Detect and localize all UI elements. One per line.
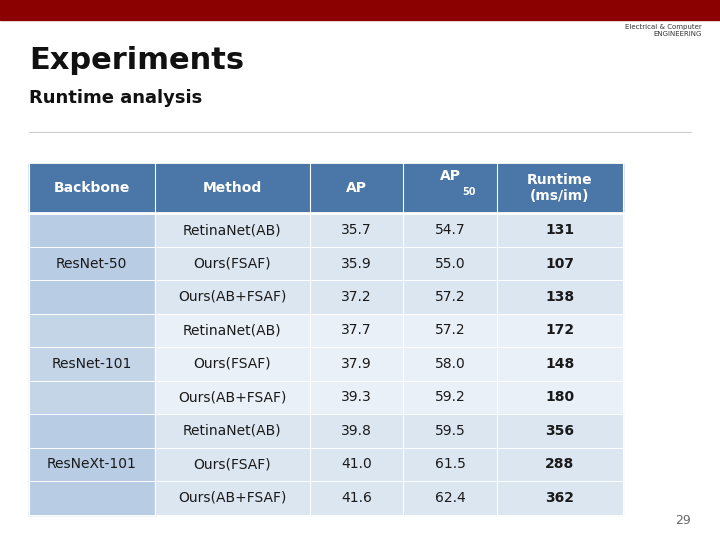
Text: RetinaNet(AB): RetinaNet(AB) (183, 223, 282, 237)
Bar (310, 347, 403, 381)
Text: 59.2: 59.2 (435, 390, 465, 404)
Text: 148: 148 (545, 357, 575, 371)
Bar (310, 448, 403, 481)
Bar (29, 414, 155, 515)
Text: RetinaNet(AB): RetinaNet(AB) (183, 424, 282, 438)
Bar (497, 414, 623, 448)
Text: ResNet-101: ResNet-101 (52, 357, 132, 371)
Text: 35.7: 35.7 (341, 223, 372, 237)
Bar (403, 414, 497, 448)
Text: 59.5: 59.5 (435, 424, 465, 438)
Text: 55.0: 55.0 (435, 256, 465, 271)
Text: 107: 107 (545, 256, 575, 271)
Bar (155, 247, 310, 280)
Bar (403, 247, 497, 280)
Bar (497, 213, 623, 247)
Text: Ours(FSAF): Ours(FSAF) (194, 256, 271, 271)
Text: ResNet-50: ResNet-50 (56, 256, 127, 271)
Text: 41.6: 41.6 (341, 491, 372, 505)
Bar (155, 280, 310, 314)
Bar (403, 162, 497, 213)
Text: Electrical & Computer
ENGINEERING: Electrical & Computer ENGINEERING (625, 24, 702, 37)
Bar (29, 213, 155, 314)
Bar (403, 481, 497, 515)
Bar (155, 414, 310, 448)
Text: 131: 131 (545, 223, 575, 237)
Text: Ours(FSAF): Ours(FSAF) (194, 457, 271, 471)
Bar (155, 448, 310, 481)
Text: Runtime analysis: Runtime analysis (29, 89, 202, 107)
Bar (155, 381, 310, 414)
Text: 356: 356 (545, 424, 575, 438)
Text: 39.8: 39.8 (341, 424, 372, 438)
Text: 37.9: 37.9 (341, 357, 372, 371)
Bar (155, 213, 310, 247)
Bar (497, 381, 623, 414)
Text: Method: Method (202, 181, 262, 194)
Text: 57.2: 57.2 (435, 290, 465, 304)
Bar (497, 347, 623, 381)
Text: 58.0: 58.0 (435, 357, 465, 371)
Text: 62.4: 62.4 (435, 491, 465, 505)
Bar (29, 314, 155, 414)
Bar (155, 347, 310, 381)
Bar (403, 213, 497, 247)
Bar (497, 448, 623, 481)
Text: Ours(FSAF): Ours(FSAF) (194, 357, 271, 371)
Text: Ours(AB+FSAF): Ours(AB+FSAF) (178, 290, 287, 304)
Bar (497, 481, 623, 515)
Text: 180: 180 (545, 390, 575, 404)
Bar (310, 314, 403, 347)
Bar (310, 213, 403, 247)
Text: RetinaNet(AB): RetinaNet(AB) (183, 323, 282, 338)
Bar (155, 314, 310, 347)
Text: 37.2: 37.2 (341, 290, 372, 304)
Bar (29, 162, 155, 213)
Text: 35.9: 35.9 (341, 256, 372, 271)
Text: 37.7: 37.7 (341, 323, 372, 338)
Bar (155, 162, 310, 213)
Bar (310, 162, 403, 213)
Text: Backbone: Backbone (53, 181, 130, 194)
Text: 41.0: 41.0 (341, 457, 372, 471)
Bar (497, 280, 623, 314)
Bar (403, 314, 497, 347)
Text: 172: 172 (545, 323, 575, 338)
Text: Runtime
(ms/im): Runtime (ms/im) (527, 173, 593, 202)
Bar (310, 481, 403, 515)
Bar (497, 247, 623, 280)
Bar (403, 448, 497, 481)
Bar (310, 280, 403, 314)
Text: ResNeXt-101: ResNeXt-101 (47, 457, 137, 471)
Text: 57.2: 57.2 (435, 323, 465, 338)
Bar (310, 414, 403, 448)
Text: 29: 29 (675, 514, 691, 526)
Text: 288: 288 (545, 457, 575, 471)
Bar (497, 162, 623, 213)
Text: 61.5: 61.5 (435, 457, 465, 471)
Bar (310, 247, 403, 280)
Text: 54.7: 54.7 (435, 223, 465, 237)
Text: 362: 362 (545, 491, 575, 505)
Bar (403, 280, 497, 314)
Text: Experiments: Experiments (29, 46, 244, 75)
Text: 39.3: 39.3 (341, 390, 372, 404)
Text: Ours(AB+FSAF): Ours(AB+FSAF) (178, 390, 287, 404)
Text: AP: AP (439, 170, 461, 184)
Bar (403, 347, 497, 381)
Text: 138: 138 (545, 290, 575, 304)
Bar (310, 381, 403, 414)
Text: 50: 50 (462, 187, 476, 197)
Bar (497, 314, 623, 347)
Text: AP: AP (346, 181, 367, 194)
Text: Ours(AB+FSAF): Ours(AB+FSAF) (178, 491, 287, 505)
Bar (155, 481, 310, 515)
Bar (403, 381, 497, 414)
